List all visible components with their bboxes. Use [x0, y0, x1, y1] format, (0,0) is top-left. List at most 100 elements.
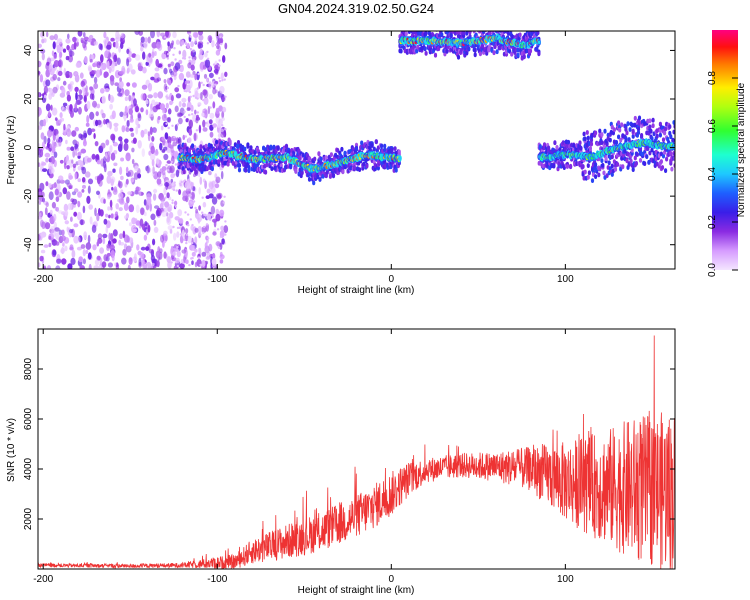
halo-cell [404, 31, 408, 37]
halo-cell [473, 47, 477, 53]
noise-cell [198, 187, 201, 195]
noise-cell [131, 82, 137, 88]
noise-cell [122, 248, 127, 256]
noise-cell [209, 131, 214, 138]
noise-cell [48, 183, 52, 188]
noise-cell [163, 230, 168, 236]
bottom-ytick-label: 2000 [23, 507, 34, 530]
halo-cell [608, 137, 612, 143]
noise-cell [88, 204, 93, 210]
noise-cell [102, 237, 106, 245]
noise-cell [119, 140, 123, 149]
halo-cell [590, 178, 595, 184]
halo-cell [480, 43, 485, 49]
noise-cell [194, 73, 198, 81]
noise-cell [140, 93, 146, 101]
bottom-ytick-label: 6000 [23, 407, 34, 430]
halo-cell [669, 151, 673, 157]
noise-cell [103, 119, 106, 125]
noise-cell [140, 36, 145, 43]
colorbar-ticks: 0.00.20.40.60.8 [707, 71, 738, 277]
noise-cell [143, 234, 148, 241]
noise-cell [216, 194, 222, 200]
noise-cell [220, 131, 225, 138]
noise-cell [102, 233, 108, 239]
noise-cell [38, 107, 42, 116]
snr-series-line [38, 335, 675, 569]
halo-cell [619, 137, 623, 143]
halo-cell [648, 124, 652, 130]
noise-cell [217, 123, 221, 128]
noise-cell [185, 233, 189, 236]
noise-cell [70, 216, 73, 222]
noise-cell [43, 38, 47, 43]
halo-cell [324, 155, 328, 161]
noise-cell [73, 235, 79, 244]
noise-cell [126, 235, 130, 243]
noise-cell [52, 41, 56, 50]
halo-cell [317, 151, 321, 157]
bottom-plot-frame [37, 328, 676, 570]
noise-cell [195, 129, 199, 132]
noise-cell [206, 42, 210, 45]
noise-cell [92, 244, 97, 251]
noise-cell [172, 251, 177, 256]
noise-cell [92, 62, 97, 68]
noise-cell [161, 200, 165, 206]
noise-cell [173, 232, 177, 241]
noise-cell [65, 55, 70, 61]
noise-cell [150, 103, 153, 112]
noise-cell [55, 265, 61, 269]
noise-cell [108, 214, 111, 219]
colorbar-gradient [712, 30, 738, 270]
noise-cell [166, 117, 171, 123]
noise-cell [137, 250, 142, 256]
noise-cell [135, 118, 139, 126]
halo-cell [272, 144, 276, 150]
halo-cell [415, 48, 419, 54]
noise-cell [167, 41, 170, 47]
noise-cell [145, 99, 149, 105]
noise-cell [126, 196, 130, 204]
halo-cell [237, 167, 242, 173]
halo-cell [467, 46, 471, 52]
noise-cell [204, 52, 208, 58]
noise-cell [224, 127, 227, 131]
noise-cell [140, 129, 145, 138]
noise-cell [183, 238, 186, 241]
noise-cell [42, 197, 45, 203]
halo-cell [393, 146, 397, 152]
noise-cell [171, 124, 174, 128]
noise-cell [208, 171, 212, 176]
noise-cell [177, 138, 181, 143]
noise-cell [62, 187, 68, 195]
noise-cell [93, 133, 96, 139]
noise-cell [123, 202, 129, 211]
halo-cell [640, 133, 644, 138]
halo-cell [247, 164, 251, 170]
noise-cell [179, 263, 185, 269]
noise-cell [66, 165, 70, 170]
noise-cell [59, 51, 63, 58]
noise-cell [149, 203, 152, 212]
noise-cell [194, 96, 198, 99]
halo-cell [535, 46, 539, 52]
noise-cell [39, 255, 44, 262]
noise-cell [156, 41, 162, 49]
noise-cell [218, 64, 221, 67]
halo-cell [340, 146, 344, 152]
noise-cell [128, 95, 132, 102]
noise-cell [188, 119, 193, 129]
halo-cell [547, 145, 551, 151]
halo-cell [328, 174, 332, 179]
noise-cell [112, 168, 116, 173]
noise-cell [185, 90, 188, 93]
bottom-xtick-label: 100 [557, 574, 574, 585]
noise-cell [106, 243, 111, 249]
halo-cell [565, 164, 570, 169]
noise-cell [191, 223, 194, 227]
noise-cell [166, 192, 170, 199]
noise-cell [186, 107, 191, 111]
noise-cell [192, 94, 195, 98]
noise-cell [153, 92, 158, 99]
